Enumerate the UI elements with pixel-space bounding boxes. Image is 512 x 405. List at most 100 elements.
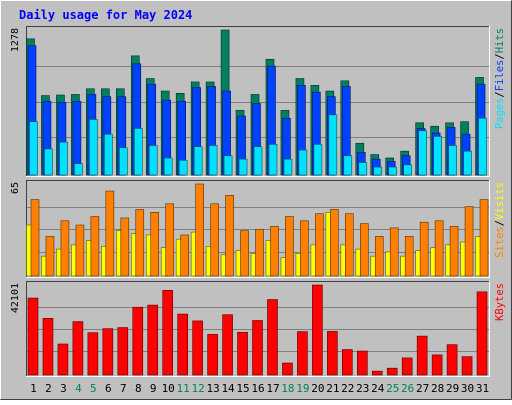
sites-bar-2 [45, 236, 55, 277]
sites-bar-19 [300, 220, 309, 277]
sites-bar-25 [389, 227, 399, 277]
sites-bar-1 [30, 199, 40, 277]
pages-bar-22 [343, 155, 353, 176]
panel-2: 65 Sites/Visits [10, 180, 506, 278]
kbytes-bar-9 [147, 304, 159, 376]
pages-bar-26 [403, 164, 412, 176]
x-tick-label: 7 [120, 382, 127, 395]
sites-bar-18 [285, 216, 294, 277]
pages-bar-21 [328, 114, 338, 176]
sites-bar-6 [105, 190, 115, 277]
pages-bar-29 [448, 145, 457, 176]
sites-bar-5 [90, 216, 100, 277]
sites-bar-3 [60, 220, 70, 277]
pages-bar-23 [358, 162, 368, 176]
sites-bar-20 [315, 213, 324, 277]
x-tick-label: 3 [60, 382, 67, 395]
sites-bar-24 [374, 236, 384, 277]
x-tick-label: 30 [461, 382, 474, 395]
x-tick-label: 23 [356, 382, 369, 395]
x-tick-label: 14 [221, 382, 235, 395]
sites-bar-21 [330, 209, 339, 277]
y-max-label: 65 [10, 182, 21, 194]
x-tick-label: 16 [251, 382, 264, 395]
pages-bar-28 [433, 136, 442, 176]
x-tick-label: 25 [386, 382, 399, 395]
pages-bar-25 [388, 166, 398, 176]
sites-bar-4 [75, 224, 85, 277]
kbytes-bar-1 [27, 297, 39, 376]
kbytes-bar-26 [401, 357, 413, 376]
sites-bar-13 [210, 203, 219, 277]
pages-bar-9 [148, 145, 158, 176]
sites-bar-31 [479, 199, 489, 277]
kbytes-bar-4 [72, 321, 84, 376]
kbytes-bar-31 [476, 291, 488, 376]
sites-bar-10 [165, 203, 175, 277]
pages-bar-24 [373, 166, 383, 176]
pages-bar-16 [253, 146, 263, 176]
sites-bar-30 [464, 206, 474, 277]
kbytes-bar-20 [312, 284, 323, 376]
legend-entry: Sites [494, 226, 506, 258]
x-tick-label: 26 [401, 382, 414, 395]
pages-bar-30 [463, 150, 472, 176]
kbytes-bar-15 [237, 331, 248, 376]
sites-bar-7 [120, 217, 130, 277]
pages-bar-19 [298, 149, 308, 176]
x-tick-label: 11 [177, 382, 190, 395]
sites-bar-12 [195, 183, 204, 277]
pages-bar-31 [478, 117, 487, 176]
x-tick-label: 27 [416, 382, 429, 395]
kbytes-bar-13 [207, 334, 218, 376]
x-tick-label: 6 [105, 382, 112, 395]
x-tick-label: 18 [281, 382, 294, 395]
pages-bar-2 [44, 148, 53, 176]
kbytes-bar-16 [252, 320, 263, 376]
kbytes-bar-11 [177, 313, 188, 376]
kbytes-bar-10 [162, 290, 174, 376]
x-tick-label: 10 [162, 382, 175, 395]
kbytes-bar-25 [386, 367, 398, 376]
kbytes-bar-24 [371, 370, 383, 376]
legend: Sites/Visits [494, 182, 506, 258]
x-tick-label: 13 [206, 382, 219, 395]
kbytes-bar-7 [117, 327, 129, 376]
legend-entry: / [494, 53, 506, 59]
legend-entry: KBytes [494, 283, 506, 321]
sites-bar-9 [150, 212, 160, 277]
pages-bar-17 [268, 144, 278, 176]
legend-entry: / [494, 91, 506, 97]
sites-bar-15 [240, 230, 249, 277]
x-tick-label: 1 [30, 382, 37, 395]
panel-3: 42101 KBytes [10, 281, 506, 377]
sites-bar-22 [345, 213, 354, 277]
legend-entry: / [494, 220, 506, 226]
kbytes-bar-6 [102, 328, 114, 376]
x-tick-label: 9 [150, 382, 157, 395]
chart-title: Daily usage for May 2024 [19, 8, 192, 22]
sites-bar-11 [180, 234, 189, 277]
x-tick-label: 22 [341, 382, 354, 395]
x-tick-label: 21 [326, 382, 339, 395]
y-max-label: 1278 [10, 28, 21, 52]
kbytes-bar-30 [461, 356, 473, 376]
x-tick-label: 20 [311, 382, 324, 395]
pages-bar-3 [59, 141, 68, 176]
sites-bar-8 [135, 209, 145, 277]
kbytes-bar-14 [222, 314, 233, 376]
x-tick-label: 12 [192, 382, 205, 395]
pages-bar-18 [283, 158, 293, 176]
kbytes-bar-12 [192, 320, 203, 376]
pages-bar-12 [193, 146, 203, 176]
pages-bar-10 [163, 157, 173, 176]
pages-bar-20 [313, 144, 323, 176]
pages-bar-27 [418, 130, 427, 176]
pages-bar-1 [29, 121, 38, 176]
x-tick-label: 24 [371, 382, 385, 395]
x-tick-label: 29 [446, 382, 459, 395]
pages-bar-4 [74, 163, 83, 176]
